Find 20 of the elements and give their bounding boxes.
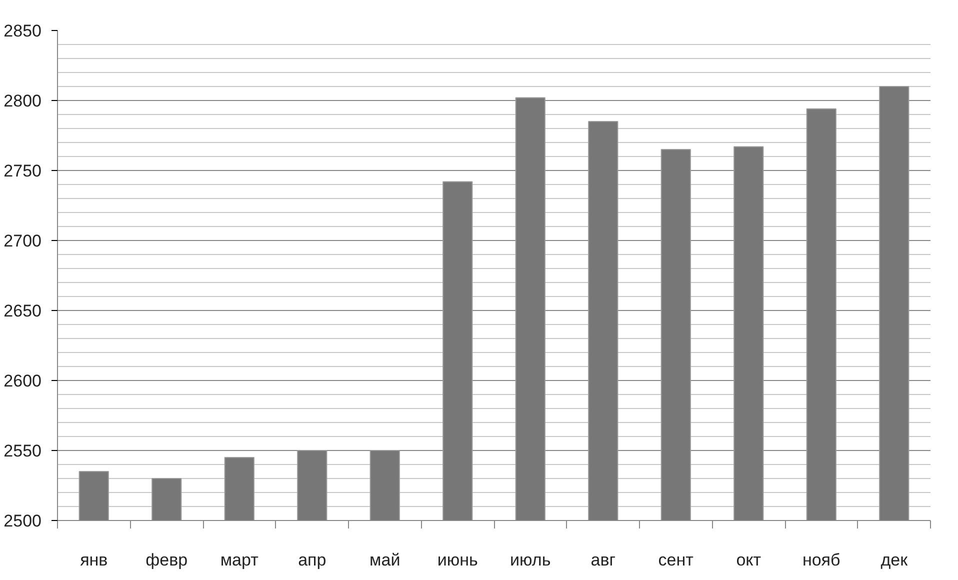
x-tick-label: дек: [880, 550, 908, 570]
x-tick-label: март: [220, 550, 259, 570]
x-tick-label: июль: [510, 550, 551, 570]
y-tick-label: 2550: [4, 442, 42, 460]
y-tick-label: 2650: [4, 302, 42, 320]
y-tick-label: 2850: [4, 22, 42, 40]
y-tick-label: 2800: [4, 92, 42, 110]
x-tick-label: нояб: [802, 550, 841, 570]
x-tick-label: апр: [298, 550, 326, 570]
x-tick-label: янв: [80, 550, 108, 570]
x-tick-label: февр: [146, 550, 188, 570]
x-tick-label: сент: [658, 550, 694, 570]
x-tick-label: авг: [590, 550, 616, 570]
x-tick-label: окт: [736, 550, 762, 570]
x-tick-label: май: [370, 550, 400, 570]
y-tick-label: 2700: [4, 232, 42, 250]
x-tick-label: июнь: [437, 550, 478, 570]
y-tick-label: 2600: [4, 372, 42, 390]
y-tick-label: 2500: [4, 512, 42, 530]
y-tick-label: 2750: [4, 162, 42, 180]
